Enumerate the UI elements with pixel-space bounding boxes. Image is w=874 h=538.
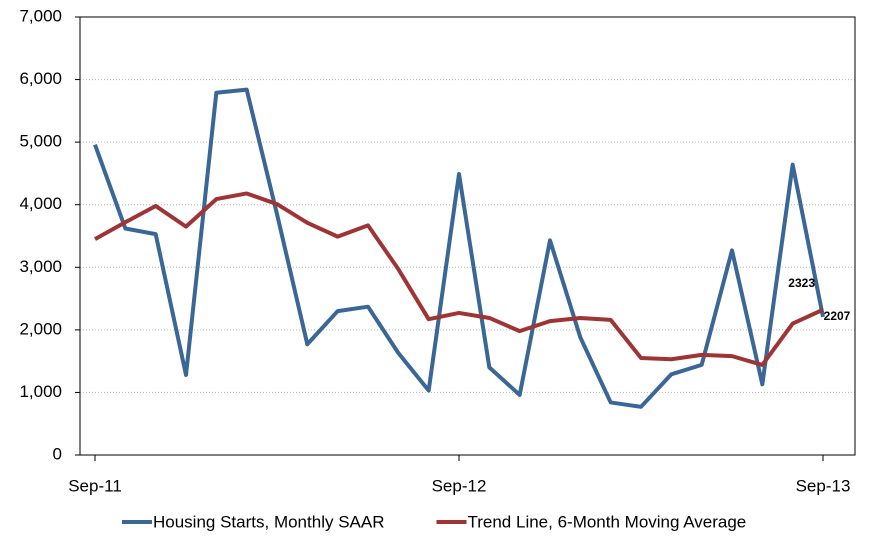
x-tick-label: Sep-13 [796, 476, 851, 495]
y-tick-label: 3,000 [19, 257, 62, 276]
series-line [93, 87, 825, 409]
legend-label: Trend Line, 6-Month Moving Average [467, 512, 746, 531]
data-label: 2207 [824, 309, 851, 323]
data-label: 2323 [788, 276, 815, 290]
y-tick-label: 7,000 [19, 6, 62, 25]
x-tick-label: Sep-12 [432, 476, 487, 495]
legend-label: Housing Starts, Monthly SAAR [153, 512, 384, 531]
y-tick-label: 0 [53, 444, 62, 463]
y-tick-label: 4,000 [19, 194, 62, 213]
x-tick-label: Sep-11 [68, 476, 122, 495]
plot-frame [79, 16, 856, 456]
y-tick-label: 1,000 [19, 382, 62, 401]
y-tick-label: 2,000 [19, 319, 62, 338]
series-line [94, 191, 824, 367]
y-tick-label: 6,000 [19, 69, 62, 88]
y-tick-label: 5,000 [19, 132, 62, 151]
